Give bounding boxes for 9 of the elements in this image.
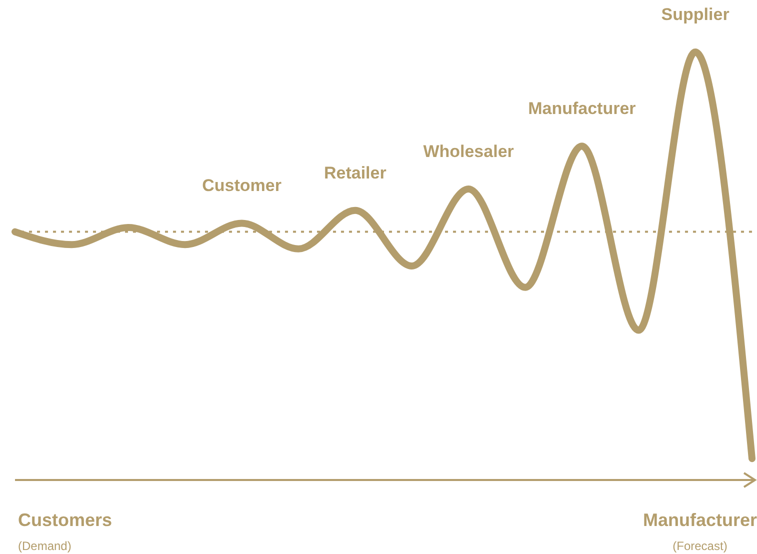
annotation: Customer (202, 176, 282, 196)
text: Customers (18, 510, 112, 531)
annotation: Manufacturer (528, 99, 636, 118)
text: (Demand) (18, 539, 72, 553)
annotation: Retailer (324, 163, 387, 182)
text: (Forecast) (672, 539, 728, 553)
annotation: Supplier (661, 5, 730, 24)
text: Manufacturer (642, 510, 757, 531)
annotation: Wholesaler (423, 142, 514, 161)
